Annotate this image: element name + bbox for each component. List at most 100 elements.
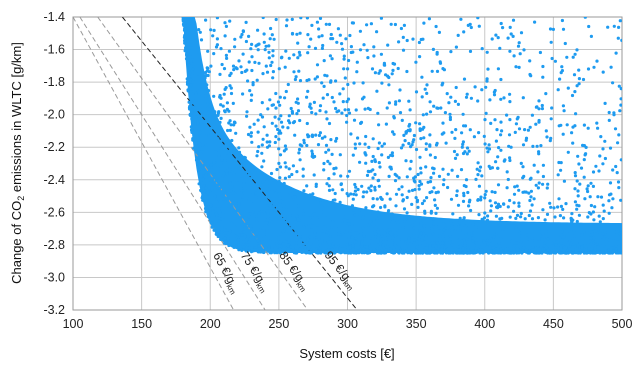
data-point — [434, 143, 439, 147]
data-point — [224, 169, 229, 173]
data-point — [326, 227, 330, 231]
data-point — [442, 228, 446, 232]
data-point — [446, 247, 450, 251]
data-point — [315, 20, 319, 24]
data-point — [556, 243, 561, 247]
data-point — [248, 237, 252, 241]
data-point — [518, 231, 522, 235]
data-point — [525, 233, 529, 237]
data-point — [219, 230, 224, 235]
data-point — [562, 109, 566, 113]
data-point — [546, 237, 550, 241]
data-point — [562, 179, 567, 183]
data-point — [431, 250, 435, 254]
data-point — [340, 219, 344, 223]
data-point — [386, 245, 390, 249]
data-point — [305, 184, 309, 188]
x-tick-label: 250 — [268, 317, 289, 331]
data-point — [461, 199, 466, 203]
data-point — [368, 236, 372, 240]
data-point — [275, 204, 280, 208]
data-point — [222, 92, 226, 96]
data-point — [393, 242, 397, 247]
data-point — [458, 221, 462, 225]
data-point — [347, 58, 351, 63]
data-point — [201, 103, 205, 107]
data-point — [380, 153, 384, 157]
data-point — [556, 235, 560, 239]
data-point — [331, 188, 335, 192]
data-point — [256, 250, 260, 254]
data-point — [247, 170, 251, 174]
data-point — [458, 229, 462, 233]
data-point — [297, 235, 301, 239]
data-point — [204, 73, 208, 78]
data-point — [498, 46, 502, 51]
data-point — [342, 215, 347, 219]
data-point — [295, 32, 299, 36]
data-point — [601, 217, 605, 221]
data-point — [484, 111, 488, 115]
data-point — [240, 32, 244, 37]
data-point — [563, 251, 567, 255]
data-point — [224, 86, 228, 90]
data-point — [410, 240, 414, 244]
data-point — [609, 65, 613, 69]
data-point — [307, 45, 311, 49]
data-point — [400, 245, 404, 249]
data-point — [187, 100, 191, 104]
data-point — [460, 145, 464, 149]
data-point — [283, 65, 287, 69]
data-point — [408, 122, 412, 127]
data-point — [336, 27, 340, 31]
data-point — [214, 212, 218, 216]
data-point — [551, 239, 556, 243]
data-point — [313, 77, 317, 81]
data-point — [428, 133, 432, 137]
data-point — [519, 215, 523, 219]
data-point — [377, 215, 381, 219]
data-point — [209, 133, 213, 137]
data-point — [184, 48, 188, 52]
data-point — [492, 93, 497, 97]
data-point — [431, 244, 435, 248]
data-point — [197, 72, 201, 76]
data-point — [441, 121, 445, 125]
data-point — [533, 239, 537, 243]
data-point — [521, 248, 525, 253]
data-point — [434, 225, 438, 229]
data-point — [199, 38, 204, 42]
data-point — [240, 214, 244, 218]
data-point — [412, 138, 416, 142]
data-point — [266, 188, 270, 192]
data-point — [338, 246, 342, 251]
data-point — [499, 237, 503, 241]
data-point — [372, 54, 376, 58]
iso-cost-line-2 — [97, 17, 309, 310]
data-point — [231, 180, 236, 184]
data-point — [483, 211, 487, 215]
data-point — [270, 246, 274, 250]
data-point — [499, 220, 503, 224]
data-point — [539, 245, 543, 249]
data-point — [295, 223, 299, 227]
data-point — [581, 143, 585, 147]
data-point — [241, 92, 245, 96]
data-point — [262, 159, 266, 163]
data-point — [402, 207, 407, 211]
data-point — [241, 52, 245, 56]
data-point — [537, 181, 541, 185]
x-tick-label: 500 — [612, 317, 633, 331]
data-point — [519, 234, 523, 238]
data-point — [558, 214, 563, 218]
data-point — [313, 249, 317, 253]
data-point — [514, 122, 519, 126]
data-point — [476, 161, 480, 165]
data-point — [494, 160, 498, 164]
data-point — [357, 249, 361, 253]
data-point — [462, 30, 466, 34]
data-point — [418, 179, 422, 184]
data-point — [467, 231, 471, 235]
data-point — [198, 174, 202, 178]
data-point — [556, 205, 560, 209]
